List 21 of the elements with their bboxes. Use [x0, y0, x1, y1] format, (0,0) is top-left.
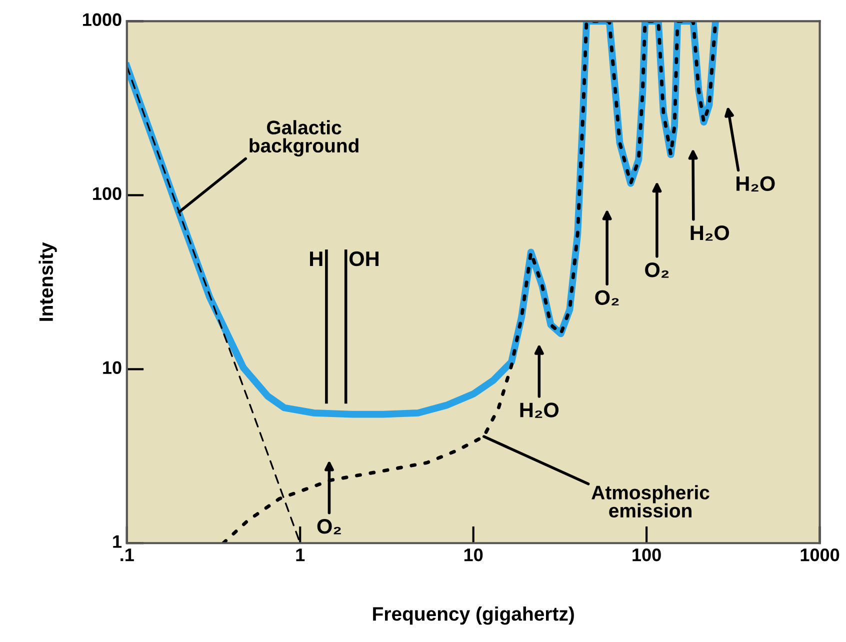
x-axis-title: Frequency (gigahertz) [373, 606, 574, 625]
annotation: OH [349, 251, 378, 266]
x-tick-label: 10 [464, 548, 483, 562]
y-tick-label: 1 [113, 535, 122, 548]
x-tick-label: 100 [632, 548, 661, 562]
annotation: H₂O [690, 225, 730, 241]
y-tick-label: 1000 [83, 13, 122, 26]
annotation: O₂ [595, 290, 619, 306]
annotation: Atmospheric emission [592, 485, 710, 518]
y-tick-label: 10 [103, 361, 122, 374]
annotation: Galactic background [250, 120, 358, 156]
annotation: O₂ [645, 262, 669, 278]
x-tick-label: 1000 [800, 548, 840, 562]
annotation: O₂ [317, 519, 341, 534]
x-tick-label: .1 [120, 548, 134, 562]
annotation: H₂O [736, 176, 775, 192]
annotation: H [310, 252, 322, 266]
y-tick-label: 100 [93, 187, 122, 200]
x-tick-label: 1 [296, 548, 305, 562]
annotation: H₂O [520, 402, 559, 418]
y-axis-title: Intensity [38, 242, 57, 321]
